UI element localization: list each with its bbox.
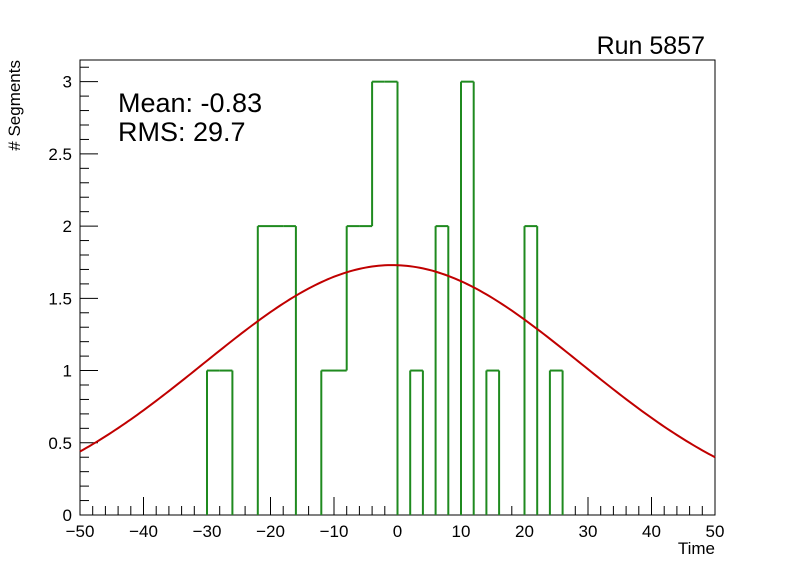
x-axis-label: Time (678, 539, 715, 558)
y-axis-label: # Segments (5, 60, 24, 151)
x-tick-label: 40 (642, 522, 661, 541)
x-tick-label: −20 (256, 522, 285, 541)
x-tick-label: −10 (320, 522, 349, 541)
x-tick-label: −40 (129, 522, 158, 541)
y-axis-ticks: 0 0.5 1 1.5 2 2.5 3 (48, 66, 98, 525)
y-tick-label: 1 (63, 362, 72, 381)
x-tick-label: 30 (579, 522, 598, 541)
x-tick-label: 20 (515, 522, 534, 541)
x-tick-label: 50 (706, 522, 725, 541)
y-tick-label: 1.5 (48, 289, 72, 308)
chart-title: Run 5857 (597, 32, 705, 60)
x-tick-label: 10 (452, 522, 471, 541)
fit-curve-group (79, 264, 716, 459)
histogram-bars (206, 80, 564, 515)
x-tick-label: −30 (193, 522, 222, 541)
stats-mean: Mean: -0.83 (118, 88, 262, 118)
x-tick-label: −50 (66, 522, 95, 541)
y-tick-label: 2 (63, 217, 72, 236)
stats-rms: RMS: 29.7 (118, 117, 246, 147)
y-tick-label: 0.5 (48, 434, 72, 453)
x-tick-label: 0 (393, 522, 402, 541)
y-tick-label: 0 (63, 506, 72, 525)
y-tick-label: 3 (63, 73, 72, 92)
x-axis-ticks: −50 −40 −30 −20 −10 0 10 20 30 40 50 (66, 497, 725, 541)
y-tick-label: 2.5 (48, 145, 72, 164)
fit-curve (79, 264, 716, 459)
